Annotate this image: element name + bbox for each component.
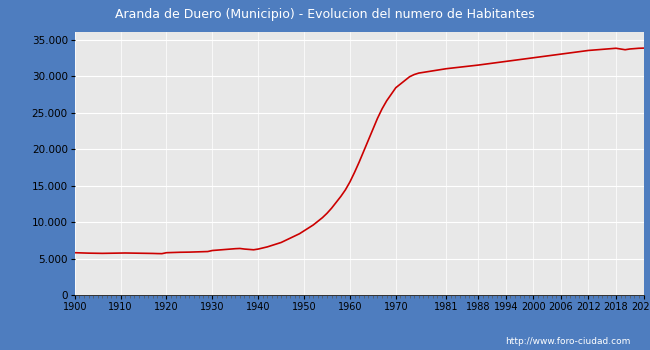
Text: http://www.foro-ciudad.com: http://www.foro-ciudad.com [505, 337, 630, 346]
Text: Aranda de Duero (Municipio) - Evolucion del numero de Habitantes: Aranda de Duero (Municipio) - Evolucion … [115, 8, 535, 21]
